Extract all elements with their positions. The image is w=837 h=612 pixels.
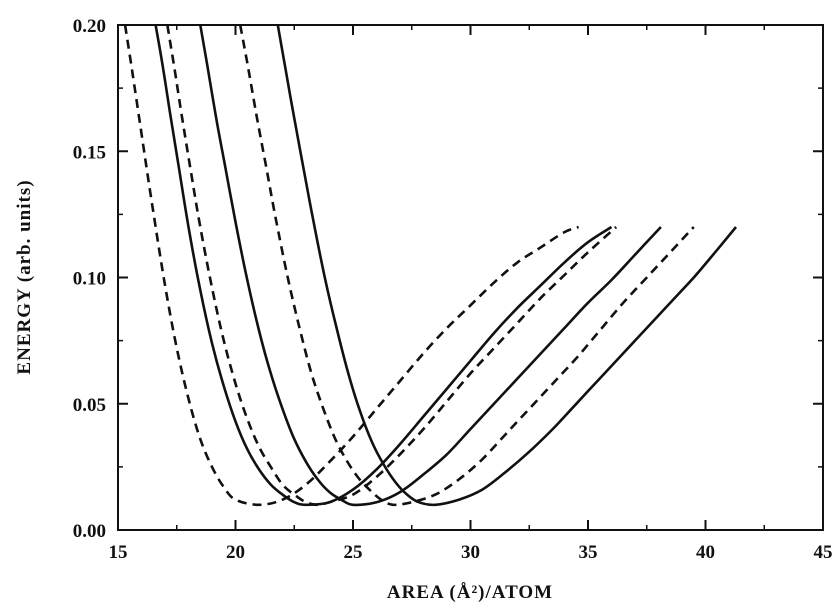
x-tick-label: 45 (814, 542, 833, 563)
x-tick-label: 15 (109, 542, 128, 563)
series-curve-2 (154, 25, 613, 507)
x-tick-label: 30 (461, 542, 480, 563)
series-curve-4 (199, 25, 662, 507)
series-curve-3 (166, 25, 618, 507)
chart-curves (123, 25, 738, 507)
x-tick-label: 40 (696, 542, 715, 563)
y-axis-title: ENERGY (arb. units) (14, 179, 35, 374)
x-tick-label: 25 (344, 542, 363, 563)
x-axis-title: AREA (Å²)/ATOM (387, 582, 553, 603)
x-tick-label: 20 (226, 542, 245, 563)
y-axis: 0.00 0.05 0.10 0.15 0.20 (73, 16, 823, 542)
y-tick-label: 0.20 (73, 16, 106, 37)
y-tick-label: 0.05 (73, 395, 106, 416)
plot-frame (117, 24, 824, 531)
x-axis: 15 20 25 30 35 40 45 (109, 25, 833, 563)
series-curve-1 (123, 25, 580, 507)
y-tick-label: 0.00 (73, 521, 106, 542)
y-tick-label: 0.10 (73, 269, 106, 290)
y-tick-label: 0.15 (73, 142, 106, 163)
series-curve-6 (276, 25, 738, 507)
x-tick-label: 35 (579, 542, 598, 563)
